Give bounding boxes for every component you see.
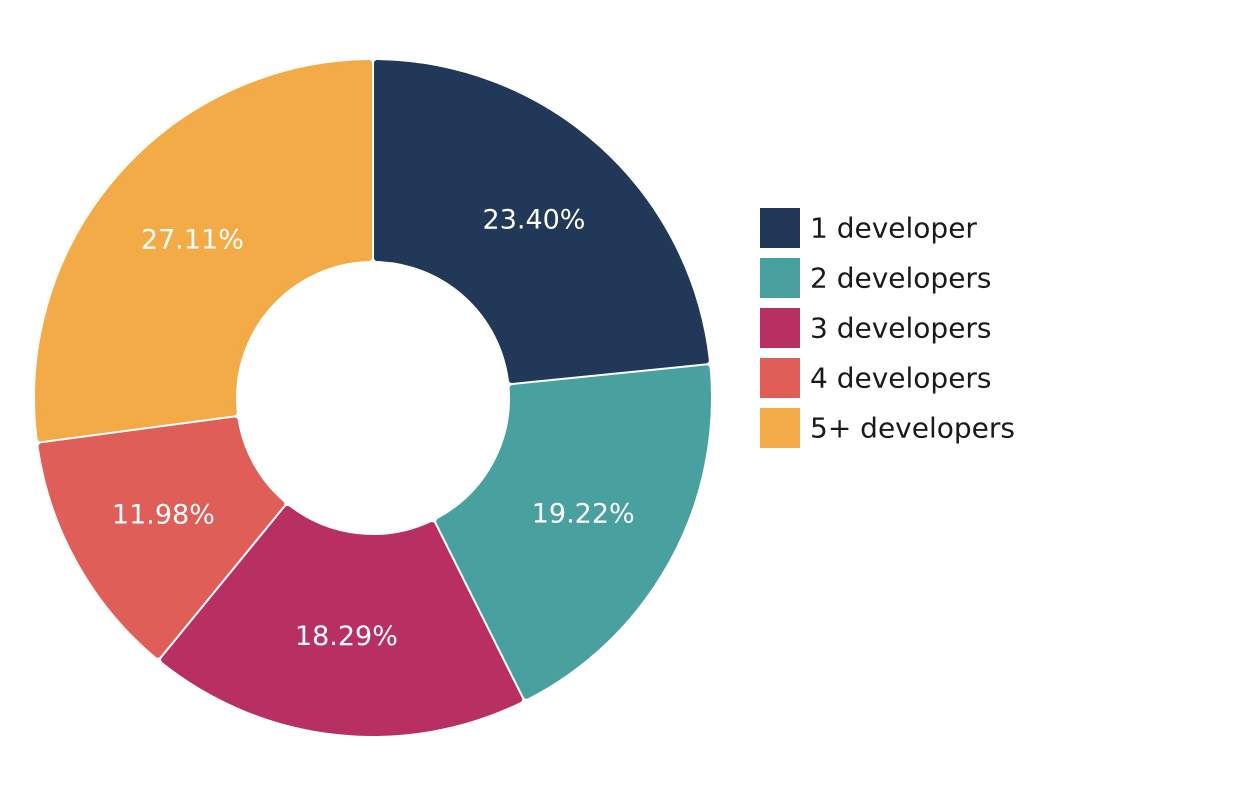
slice-label-5: 27.11%	[141, 224, 244, 255]
legend-swatch-4	[760, 358, 800, 398]
slice-1	[374, 60, 709, 383]
legend-swatch-5	[760, 408, 800, 448]
slice-2	[436, 365, 712, 699]
legend-swatch-3	[760, 308, 800, 348]
slice-labels-group: 23.40% 19.22% 18.29% 11.98% 27.11%	[112, 205, 635, 653]
legend-label-3: 3 developers	[810, 312, 992, 345]
slice-3	[161, 505, 523, 736]
legend-swatch-2	[760, 258, 800, 298]
slice-label-3: 18.29%	[295, 621, 398, 652]
slice-label-1: 23.40%	[483, 205, 586, 236]
legend-label-5: 5+ developers	[810, 412, 1015, 445]
legend-label-2: 2 developers	[810, 262, 992, 295]
slice-label-4: 11.98%	[112, 499, 215, 530]
legend-swatch-1	[760, 208, 800, 248]
slice-label-2: 19.22%	[532, 498, 635, 529]
slices-group	[35, 60, 712, 736]
slice-4	[38, 417, 285, 658]
legend: 1 developer 2 developers 3 developers 4 dev…	[760, 208, 1015, 448]
slice-5	[35, 60, 372, 442]
legend-label-4: 4 developers	[810, 362, 992, 395]
legend-label-1: 1 developer	[810, 212, 977, 245]
